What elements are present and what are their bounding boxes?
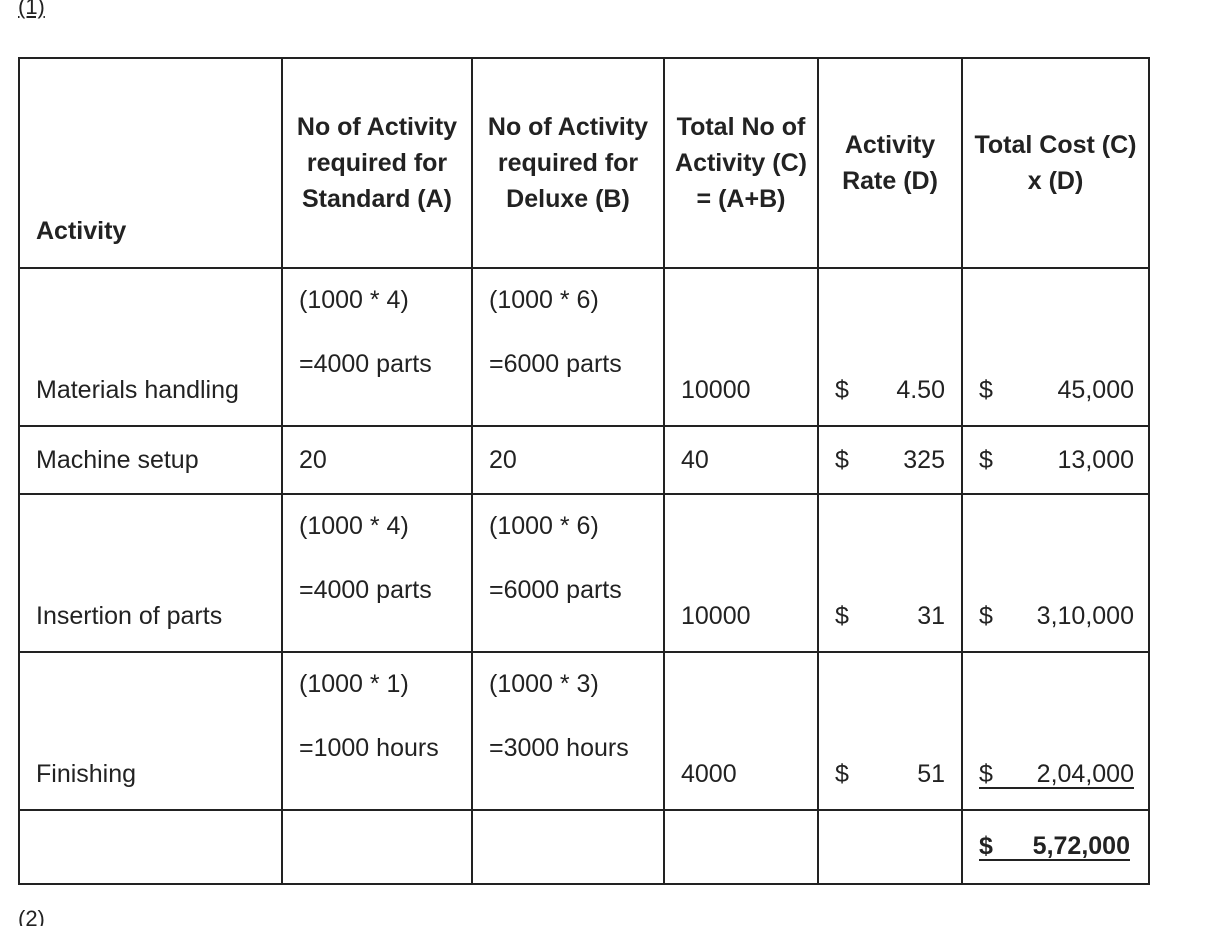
cost-cell: $45,000 bbox=[961, 267, 1150, 427]
header-cell: Activity Rate (D) bbox=[817, 57, 963, 269]
rate: $31 bbox=[835, 601, 945, 631]
count-line: =6000 parts bbox=[489, 350, 622, 378]
currency: $ bbox=[835, 602, 849, 630]
count-line: (1000 * 4) bbox=[299, 286, 409, 314]
count-cell: (1000 * 3) =3000 hours bbox=[471, 651, 665, 811]
cost: $13,000 bbox=[979, 445, 1134, 475]
count-line: =6000 parts bbox=[489, 576, 622, 604]
count-line: =1000 hours bbox=[299, 734, 439, 762]
currency: $ bbox=[979, 760, 993, 788]
rate-cell: $51 bbox=[817, 651, 963, 811]
rate: $325 bbox=[835, 445, 945, 475]
rate-cell: $31 bbox=[817, 493, 963, 653]
amount: 31 bbox=[917, 602, 945, 630]
cost: $45,000 bbox=[979, 375, 1134, 405]
count-cell: (1000 * 4) =4000 parts bbox=[281, 493, 473, 653]
currency: $ bbox=[979, 602, 993, 630]
activity-cell: Finishing bbox=[18, 651, 283, 811]
cost: $2,04,000 bbox=[979, 761, 1134, 789]
table-row: Insertion of parts (1000 * 4) =4000 parts(… bbox=[18, 493, 1150, 653]
header-cell: Activity bbox=[18, 57, 283, 269]
rate-cell: $4.50 bbox=[817, 267, 963, 427]
count-line: (1000 * 6) bbox=[489, 512, 599, 540]
activity-cell: Insertion of parts bbox=[18, 493, 283, 653]
amount: 2,04,000 bbox=[1036, 760, 1134, 788]
count-cell: (1000 * 4) =4000 parts bbox=[281, 267, 473, 427]
count-cell: (1000 * 6) =6000 parts bbox=[471, 493, 665, 653]
cost-cell: $2,04,000 bbox=[961, 651, 1150, 811]
header-cell: No of Activity required for Standard (A) bbox=[281, 57, 473, 269]
count-line: =3000 hours bbox=[489, 734, 629, 762]
table-body: Materials handling (1000 * 4) =4000 parts(… bbox=[18, 267, 1150, 811]
count-cell: 20 bbox=[471, 425, 665, 495]
currency: $ bbox=[835, 376, 849, 404]
currency: $ bbox=[979, 832, 993, 860]
header-row: Activity No of Activity required for Sta… bbox=[18, 57, 1150, 269]
part-label: (2) bbox=[18, 906, 45, 926]
count-line: 20 bbox=[299, 446, 327, 474]
amount: 5,72,000 bbox=[1032, 832, 1130, 860]
currency: $ bbox=[979, 446, 993, 474]
currency: $ bbox=[835, 446, 849, 474]
count-cell: (1000 * 6) =6000 parts bbox=[471, 267, 665, 427]
total-cell: 10000 bbox=[663, 267, 819, 427]
total-row: $5,72,000 bbox=[18, 809, 1150, 885]
cost-table: Activity No of Activity required for Sta… bbox=[18, 57, 1150, 885]
count-cell: (1000 * 1) =1000 hours bbox=[281, 651, 473, 811]
activity-cell: Machine setup bbox=[18, 425, 283, 495]
grand-total: $5,72,000 bbox=[979, 833, 1130, 861]
rate-cell: $325 bbox=[817, 425, 963, 495]
total-cell: 10000 bbox=[663, 493, 819, 653]
count-line: (1000 * 3) bbox=[489, 670, 599, 698]
table-row: Machine setup 20 20 40 $325 $13,000 bbox=[18, 425, 1150, 495]
header-cell: No of Activity required for Deluxe (B) bbox=[471, 57, 665, 269]
rate: $4.50 bbox=[835, 375, 945, 405]
count-line: (1000 * 6) bbox=[489, 286, 599, 314]
cost-cell: $13,000 bbox=[961, 425, 1150, 495]
amount: 4.50 bbox=[896, 376, 945, 404]
total-cell: 4000 bbox=[663, 651, 819, 811]
amount: 45,000 bbox=[1057, 376, 1134, 404]
cost: $3,10,000 bbox=[979, 601, 1134, 631]
table-row: Materials handling (1000 * 4) =4000 parts(… bbox=[18, 267, 1150, 427]
part-label: (1) bbox=[18, 0, 45, 19]
activity-cell: Materials handling bbox=[18, 267, 283, 427]
header-cell: Total No of Activity (C) = (A+B) bbox=[663, 57, 819, 269]
header-cell: Total Cost (C) x (D) bbox=[961, 57, 1150, 269]
rate: $51 bbox=[835, 759, 945, 789]
table-row: Finishing (1000 * 1) =1000 hours (1000 * 3)… bbox=[18, 651, 1150, 811]
count-line: =4000 parts bbox=[299, 350, 432, 378]
amount: 325 bbox=[903, 446, 945, 474]
count-line: (1000 * 4) bbox=[299, 512, 409, 540]
total-cell: 40 bbox=[663, 425, 819, 495]
count-cell: 20 bbox=[281, 425, 473, 495]
count-line: (1000 * 1) bbox=[299, 670, 409, 698]
currency: $ bbox=[979, 376, 993, 404]
amount: 3,10,000 bbox=[1036, 602, 1134, 630]
total-cell: $5,72,000 bbox=[961, 809, 1150, 885]
count-line: =4000 parts bbox=[299, 576, 432, 604]
amount: 51 bbox=[917, 760, 945, 788]
cost-cell: $3,10,000 bbox=[961, 493, 1150, 653]
amount: 13,000 bbox=[1057, 446, 1134, 474]
count-line: 20 bbox=[489, 446, 517, 474]
currency: $ bbox=[835, 760, 849, 788]
